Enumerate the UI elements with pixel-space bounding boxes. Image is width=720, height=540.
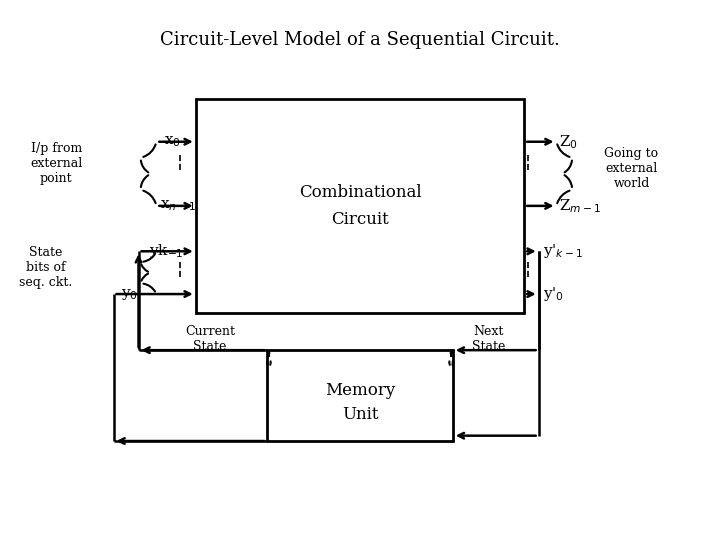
- Text: y$_0$: y$_0$: [121, 287, 138, 301]
- Text: Z$_{m-1}$: Z$_{m-1}$: [559, 197, 600, 215]
- Text: y'$_0$: y'$_0$: [543, 285, 564, 303]
- Text: Z$_0$: Z$_0$: [559, 133, 577, 151]
- Text: x$_0$: x$_0$: [163, 134, 181, 149]
- Text: Current
State: Current State: [185, 326, 235, 354]
- Bar: [196, 99, 524, 313]
- Bar: [267, 350, 453, 441]
- Text: Combinational: Combinational: [299, 184, 421, 201]
- Text: Circuit: Circuit: [331, 211, 389, 228]
- Text: State
bits of
seq. ckt.: State bits of seq. ckt.: [19, 246, 72, 289]
- Text: Next
State: Next State: [472, 326, 505, 354]
- Text: Going to
external
world: Going to external world: [604, 147, 659, 190]
- Text: Circuit-Level Model of a Sequential Circuit.: Circuit-Level Model of a Sequential Circ…: [160, 31, 560, 49]
- Text: x$_{n-1}$: x$_{n-1}$: [160, 199, 197, 213]
- Text: yk$_{-1}$: yk$_{-1}$: [149, 242, 184, 260]
- Text: Unit: Unit: [342, 406, 378, 423]
- Text: y'$_{k-1}$: y'$_{k-1}$: [543, 242, 583, 260]
- Text: I/p from
external
point: I/p from external point: [30, 141, 83, 185]
- Text: Memory: Memory: [325, 382, 395, 399]
